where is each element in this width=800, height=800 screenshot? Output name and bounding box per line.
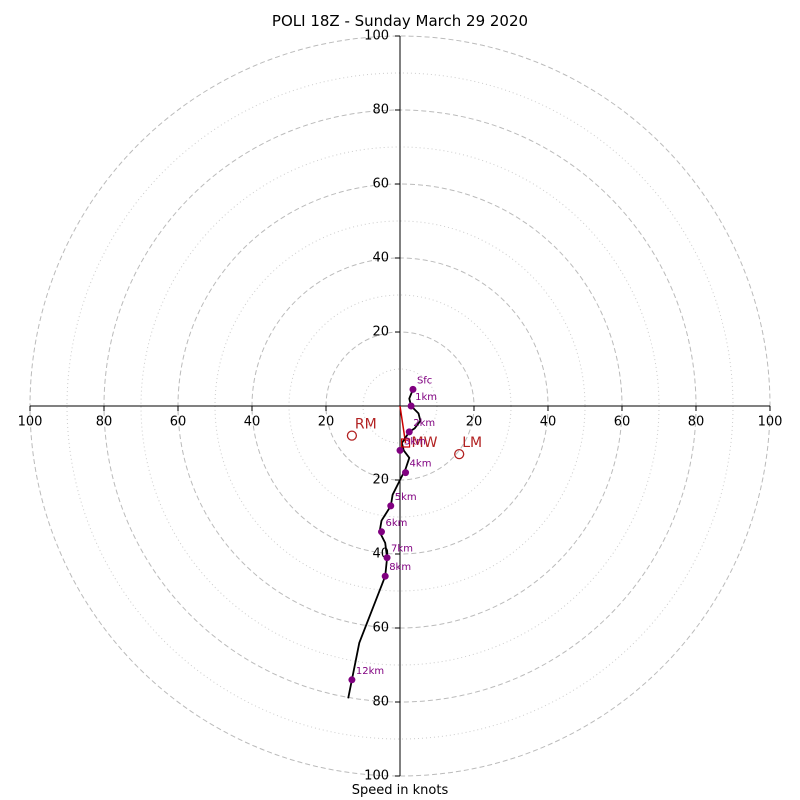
x-tick-label: 80: [688, 415, 705, 430]
x-tick-label: 20: [466, 415, 483, 430]
storm-motion-marker: [454, 448, 465, 460]
mean-wind-vector: [399, 405, 407, 444]
level-label: 7km: [391, 544, 413, 555]
level-point: [378, 528, 385, 536]
y-tick-label: 20: [372, 473, 389, 488]
y-tick-label: 40: [372, 251, 389, 266]
level-label: 8km: [389, 562, 411, 573]
x-tick-label: 40: [540, 415, 557, 430]
x-tick-label: 20: [318, 415, 335, 430]
y-tick-label: 20: [372, 325, 389, 340]
level-label: 3km: [404, 436, 426, 447]
level-point: [402, 469, 410, 477]
level-point: [409, 385, 417, 393]
x-tick-label: 60: [614, 415, 631, 430]
x-tick-label: 60: [170, 415, 187, 430]
storm-motion-label: RM: [355, 417, 377, 433]
y-tick-label: 80: [372, 103, 389, 118]
storm-motion-markers: RM LM: [346, 417, 482, 460]
level-point: [396, 446, 404, 454]
level-point: [381, 572, 389, 580]
hodograph-ticks: 2020202040404040606060608080808010010010…: [18, 29, 783, 784]
level-label: 12km: [356, 666, 384, 677]
y-tick-label: 60: [372, 177, 389, 192]
y-tick-label: 100: [364, 769, 389, 784]
x-tick-label: 80: [96, 415, 113, 430]
hodograph-series: MW Sfc 1km 2km 3km 4km 5km 6km 7km 8km 12km: [347, 375, 438, 699]
level-point: [387, 502, 395, 510]
level-label: Sfc: [417, 375, 432, 386]
mean-wind-marker: [400, 438, 411, 448]
level-point: [348, 676, 356, 684]
y-tick-label: 80: [372, 695, 389, 710]
level-point: [405, 428, 413, 436]
mean-wind-label: MW: [412, 435, 438, 451]
y-tick-label: 100: [364, 29, 389, 44]
level-label: 2km: [413, 418, 435, 429]
x-tick-label: 40: [244, 415, 261, 430]
x-axis-label: Speed in knots: [351, 783, 449, 798]
x-tick-label: 100: [758, 415, 783, 430]
level-point: [383, 554, 391, 562]
chart-title: POLI 18Z - Sunday March 29 2020: [271, 12, 529, 30]
level-label: 4km: [410, 459, 432, 470]
level-label: 6km: [386, 518, 408, 529]
level-label: 1km: [415, 392, 437, 403]
storm-motion-label: LM: [462, 435, 482, 451]
storm-motion-marker: [346, 430, 358, 441]
level-point: [407, 402, 415, 410]
level-label: 5km: [395, 492, 417, 503]
y-tick-label: 60: [372, 621, 389, 636]
x-tick-label: 100: [18, 415, 43, 430]
